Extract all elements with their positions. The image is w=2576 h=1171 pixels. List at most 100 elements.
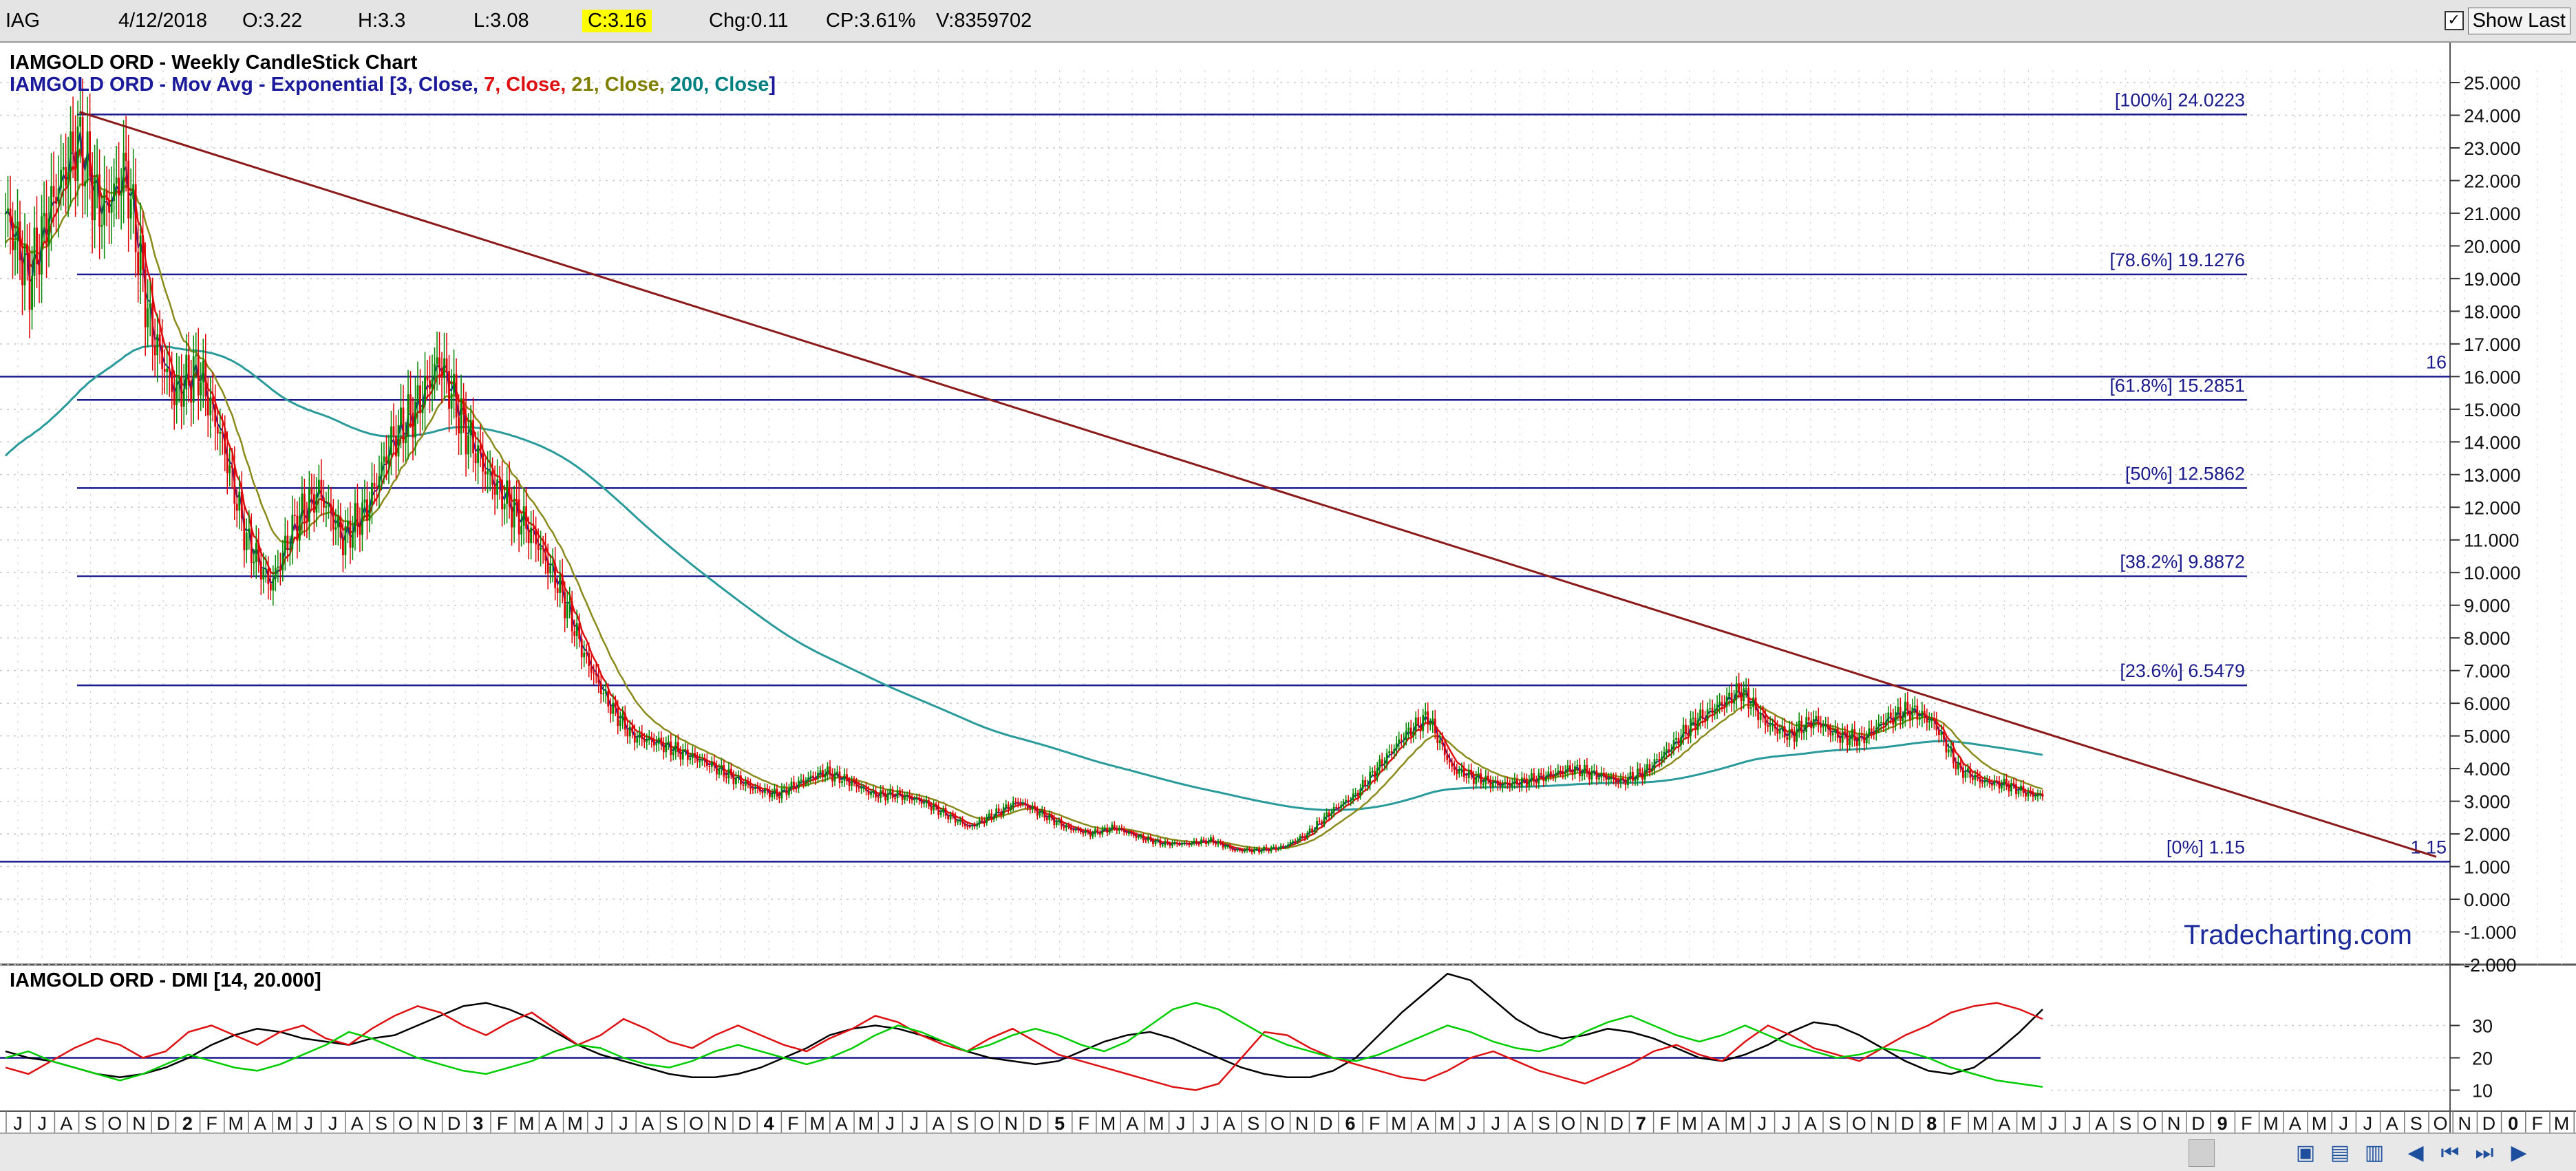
candle-body xyxy=(841,781,843,783)
candle-body xyxy=(347,520,349,526)
candle-body xyxy=(1560,771,1562,772)
chart-type-icon[interactable]: ▤ xyxy=(2330,1141,2350,1164)
candle-body xyxy=(219,431,222,434)
y-tick-label: 7.000 xyxy=(2464,661,2511,682)
candle-body xyxy=(139,235,142,275)
candle-body xyxy=(595,673,597,676)
candle-body xyxy=(1376,768,1379,778)
candle-body xyxy=(1419,725,1422,731)
scrollbar-thumb[interactable] xyxy=(2189,1139,2215,1167)
scroll-left-icon[interactable]: ◀ xyxy=(2407,1141,2424,1164)
candle-body xyxy=(1851,729,1853,740)
candle-body xyxy=(325,506,328,508)
candle-body xyxy=(1870,728,1873,732)
candle-body xyxy=(652,740,655,746)
candle-body xyxy=(1222,843,1224,848)
candle-body xyxy=(588,653,590,666)
candle-body xyxy=(747,781,749,785)
candle-body xyxy=(1289,842,1292,845)
candle-body xyxy=(197,355,200,396)
chart-settings-icon[interactable]: ▣ xyxy=(2295,1141,2316,1164)
candle-body xyxy=(67,172,70,186)
candle-body xyxy=(1701,709,1704,719)
candle-body xyxy=(1159,839,1162,846)
candle-body xyxy=(1446,755,1449,760)
fast-forward-icon[interactable]: ⏭ xyxy=(2475,1141,2494,1164)
candle-body xyxy=(1077,829,1080,830)
candle-body xyxy=(153,345,156,356)
candle-body xyxy=(1087,830,1089,832)
candle-body xyxy=(723,765,725,777)
candle-body xyxy=(1484,775,1487,784)
x-tick-label: F xyxy=(497,1113,509,1132)
candle-body xyxy=(1942,731,1945,740)
candle-body xyxy=(1525,778,1528,788)
candle-body xyxy=(1074,829,1077,830)
show-last-checkbox[interactable]: ✓ xyxy=(2444,11,2464,30)
candle-body xyxy=(1964,771,1967,778)
candle-body xyxy=(641,733,643,740)
candle-body xyxy=(891,789,894,798)
candle-body xyxy=(1937,730,1940,735)
candle-body xyxy=(937,806,940,815)
candle-body xyxy=(694,753,696,758)
candle-body xyxy=(802,780,805,783)
candle-body xyxy=(228,465,231,473)
candle-body xyxy=(41,216,43,275)
scroll-right-icon[interactable]: ▶ xyxy=(2511,1141,2527,1164)
candle-body xyxy=(1972,777,1974,780)
candle-body xyxy=(609,706,612,714)
candle-body xyxy=(1220,841,1222,844)
subtitle-part: 21, Close, xyxy=(571,74,670,96)
candle-body xyxy=(1762,713,1765,716)
candle-body xyxy=(281,553,284,570)
horizontal-line-label: 16 xyxy=(2426,352,2447,372)
candle-body xyxy=(1957,762,1959,770)
candle-body xyxy=(1010,806,1012,810)
candle-body xyxy=(913,799,916,801)
watermark: Tradecharting.com xyxy=(2184,920,2412,950)
x-tick-label: A xyxy=(1513,1113,1526,1132)
candle-body xyxy=(1740,691,1743,702)
x-tick-label: S xyxy=(85,1113,97,1132)
candle-body xyxy=(2036,794,2039,797)
candle-body xyxy=(387,455,390,464)
show-last-toggle[interactable]: ✓ Show Last xyxy=(2444,7,2570,34)
candle-body xyxy=(255,543,257,562)
price-chart[interactable]: 25.00024.00023.00022.00021.00020.00019.0… xyxy=(0,43,2576,1132)
candle-body xyxy=(1424,711,1427,716)
candle-body xyxy=(171,371,173,392)
candle-body xyxy=(9,208,12,223)
candle-body xyxy=(337,516,339,528)
candle-body xyxy=(1429,724,1431,726)
candle-body xyxy=(1603,773,1605,777)
x-tick-label: A xyxy=(2095,1113,2107,1132)
candle-body xyxy=(833,773,836,782)
candle-body xyxy=(245,533,248,550)
candle-body xyxy=(267,568,270,584)
candle-body xyxy=(445,358,448,372)
candle-body xyxy=(686,749,689,760)
fast-back-icon[interactable]: ⏮ xyxy=(2440,1141,2460,1164)
candle-body xyxy=(1347,799,1350,802)
candle-body xyxy=(1998,781,2001,788)
y-tick-label: 10.000 xyxy=(2464,563,2521,583)
candle-body xyxy=(590,665,593,673)
indicator-icon[interactable]: ▥ xyxy=(2364,1141,2385,1164)
candle-body xyxy=(1438,740,1441,743)
candle-body xyxy=(1579,764,1581,777)
candle-body xyxy=(865,787,867,791)
candle-body xyxy=(795,787,798,788)
x-tick-label: M xyxy=(1682,1113,1698,1132)
candle-body xyxy=(166,368,169,372)
candle-body xyxy=(479,445,482,453)
y-tick-label: 13.000 xyxy=(2464,465,2521,486)
candle-body xyxy=(127,160,130,219)
candle-body xyxy=(1311,828,1314,832)
x-tick-label: F xyxy=(1369,1113,1381,1132)
candle-body xyxy=(1571,769,1574,775)
candle-body xyxy=(836,771,838,773)
y-tick-label: 23.000 xyxy=(2464,138,2521,159)
candle-body xyxy=(487,471,489,475)
candle-body xyxy=(1313,829,1316,832)
